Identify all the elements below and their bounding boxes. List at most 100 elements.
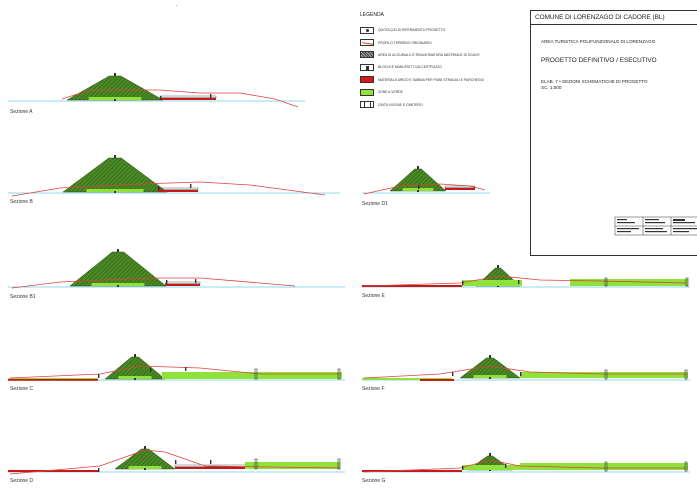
concrete-block-icon <box>360 63 374 71</box>
green-zone <box>162 372 342 379</box>
fence-post <box>337 368 341 380</box>
road-fill <box>158 189 198 192</box>
concrete-block <box>418 185 420 189</box>
elevation-marker <box>497 265 499 268</box>
fence-post <box>604 461 608 472</box>
section-label-e: Sezione E <box>362 293 385 299</box>
terrain-profile <box>363 275 687 287</box>
road-fill <box>362 285 462 287</box>
concrete-block <box>158 186 160 190</box>
fence-post <box>604 369 608 380</box>
legend-item: QUOTA (LEI DI RIFERIMENTO PROGETTO <box>360 24 510 36</box>
fence-post <box>685 277 689 287</box>
fence-post <box>254 458 258 470</box>
legend-title: LEGENDA <box>360 12 384 18</box>
signature-stamp <box>614 216 697 236</box>
concrete-block <box>175 460 177 464</box>
fence-post <box>254 368 258 380</box>
concrete-block <box>518 280 520 284</box>
fence-post <box>337 458 341 470</box>
road-fill <box>445 187 475 190</box>
elevation-marker <box>489 377 491 379</box>
legend-item: AREA DI ACCUMULO E RISAGOMATURA MATERIAL… <box>360 49 510 61</box>
legend: LEGENDA QUOTA (LEI DI RIFERIMENTO PROGET… <box>360 12 510 111</box>
hatched-area-icon <box>360 51 374 59</box>
road-deck <box>159 95 217 98</box>
green-zone <box>520 463 688 470</box>
concrete-block <box>505 464 507 468</box>
terrain-profile <box>9 365 340 379</box>
elevation-marker <box>144 446 146 449</box>
red-line-icon <box>360 39 374 47</box>
legend-item: BLOCHI E MANUFATTI CALCESTRUZZO <box>360 61 510 73</box>
legend-item-label: CINTA VIGONE E CIMITERO <box>378 102 423 107</box>
elevation-marker <box>134 378 136 380</box>
drawing-reference: ELAB. 7 • SEZIONI SCHEMATICHE DI PROGETT… <box>541 79 648 90</box>
green-fill-icon <box>360 88 374 96</box>
road-fill <box>175 466 245 469</box>
green-zone <box>570 279 688 286</box>
legend-item-label: AREA DI ACCUMULO E RISAGOMATURA MATERIAL… <box>378 52 480 57</box>
green-zone <box>88 97 142 100</box>
concrete-block <box>452 372 454 376</box>
fence-post <box>684 461 688 472</box>
road-fill <box>420 379 454 381</box>
green-zone <box>91 283 145 286</box>
elevation-marker <box>114 99 116 101</box>
green-zone <box>473 375 507 378</box>
terrain-profile <box>11 181 326 197</box>
elevation-marker <box>144 468 146 470</box>
mound <box>66 75 164 101</box>
section-label-d: Sezione D <box>10 478 34 484</box>
road-fill <box>362 470 462 472</box>
drawing-title: ELAB. 7 • SEZIONI SCHEMATICHE DI PROGETT… <box>541 79 648 84</box>
concrete-block <box>210 460 212 464</box>
concrete-block <box>98 374 100 378</box>
concrete-block <box>98 468 100 472</box>
elevation-marker <box>489 355 491 358</box>
terrain-profile <box>61 89 299 108</box>
green-zone <box>128 466 162 469</box>
elevation-marker-icon <box>360 26 374 34</box>
green-zone <box>86 189 144 192</box>
green-zone <box>520 372 688 378</box>
concrete-block <box>195 279 197 283</box>
legend-item-label: BLOCHI E MANUFATTI CALCESTRUZZO <box>378 65 442 70</box>
legend-item: MATERIALE ARIDO E SABBIA PER PIANI STRAD… <box>360 74 510 86</box>
elevation-marker <box>117 249 119 252</box>
green-zone <box>362 378 452 380</box>
green-zone <box>118 376 152 379</box>
concrete-block <box>190 184 192 188</box>
stray-mark: . <box>176 2 178 8</box>
red-fill-icon <box>360 76 374 84</box>
concrete-block <box>160 96 162 100</box>
green-zone <box>402 188 434 191</box>
elevation-marker <box>417 190 419 192</box>
fence-post <box>684 369 688 380</box>
legend-item: ZONE A VERDE <box>360 86 510 98</box>
section-label-f: Sezione F <box>362 386 385 392</box>
section-label-b1: Sezione B1 <box>10 294 36 300</box>
fence-post <box>604 277 608 287</box>
legend-item-label: QUOTA (LEI DI RIFERIMENTO PROGETTO <box>378 28 446 33</box>
road-deck <box>164 281 201 284</box>
section-label-a: Sezione A <box>10 109 33 115</box>
municipality-header: COMUNE DI LORENZAGO DI CADORE (BL) <box>531 11 697 25</box>
fence-icon <box>360 101 374 109</box>
elevation-marker <box>114 155 116 158</box>
concrete-block <box>185 367 187 371</box>
terrain-profile <box>363 365 686 379</box>
legend-item-label: ZONE A VERDE <box>378 90 403 95</box>
elevation-marker <box>489 453 491 456</box>
terrain-profile <box>363 459 686 473</box>
elevation-marker <box>114 73 116 76</box>
green-zone <box>462 465 522 470</box>
mound <box>104 356 166 380</box>
legend-item-label: MATERIALE ARIDO E SABBIA PER PIANI STRAD… <box>378 77 485 82</box>
concrete-block <box>462 466 464 470</box>
section-label-d1: Sezione D1 <box>362 201 388 207</box>
section-label-c: Sezione C <box>10 386 34 392</box>
concrete-block <box>520 372 522 376</box>
title-block: COMUNE DI LORENZAGO DI CADORE (BL) AREA … <box>530 10 697 256</box>
